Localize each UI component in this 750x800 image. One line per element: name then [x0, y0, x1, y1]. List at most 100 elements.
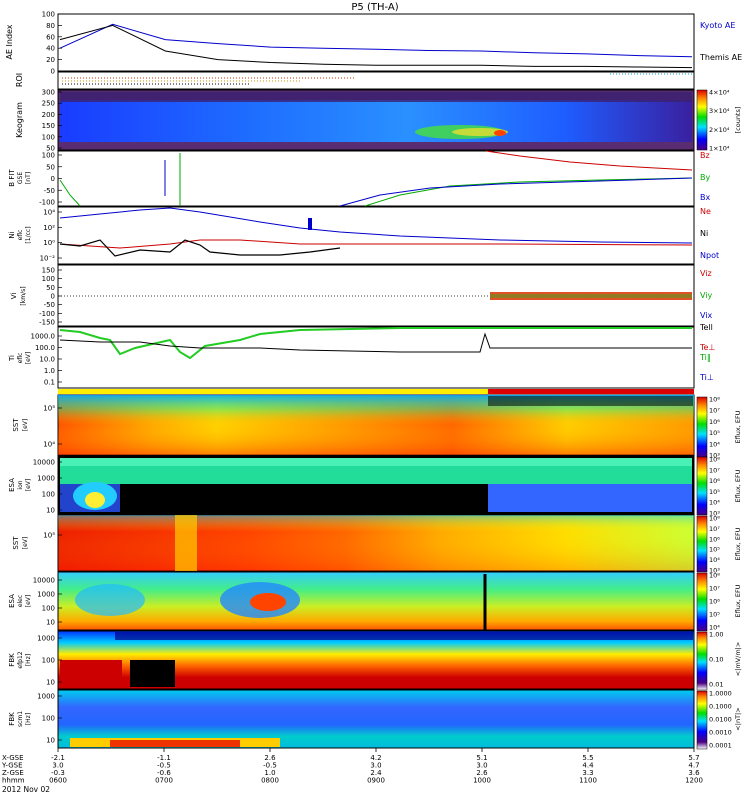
ni-ylabel-1: Ni	[8, 231, 16, 238]
legend-viy: Viy	[700, 291, 713, 300]
esa-ion-blob-core	[85, 492, 105, 508]
ae-tick-label: 100	[42, 11, 55, 19]
sst-elec-colorbar	[696, 515, 708, 573]
bfit-tick-label: 0	[51, 175, 55, 183]
ti-tick-label: 0.1	[44, 379, 55, 387]
ephemeris-value: -0.3	[51, 769, 65, 777]
esa1-colorbar-tick: 10⁵	[709, 488, 720, 496]
bz-line	[485, 150, 693, 171]
fbk-scm-ylabel: FBK	[8, 712, 16, 726]
bfit-ylabel-1: B FIT	[8, 169, 16, 187]
vi-tick-label: -150	[39, 319, 55, 327]
bfit-panel: 100 50 0 -50 -100 B FIT GSE [nT] Bz By Bx	[8, 150, 710, 207]
ephemeris-value: 1.0	[264, 769, 275, 777]
roi-panel: ROI	[15, 71, 695, 90]
ti-panel: 1000.0100.010.01.00.1 Ti eflc [eV] Tell …	[8, 323, 715, 389]
vi-ylabel-2: [km/s]	[20, 286, 27, 305]
ae-panel: 0 20 40 60 80 100 AE Index Kyoto AE Themis AE	[5, 11, 742, 76]
legend-ni: Ni	[700, 229, 708, 238]
bx-line	[339, 177, 693, 207]
bfit-frame	[57, 150, 695, 207]
legend-kyoto-ae: Kyoto AE	[700, 21, 735, 30]
keogram-tick-label: 50	[46, 145, 55, 153]
sst-ion-axis-ticks: 10⁴ 10⁵	[43, 405, 62, 449]
esa1-tick-label: 10	[46, 507, 55, 515]
ephemeris-value: 2.6	[476, 769, 488, 777]
ni-ylabel-3: [1/cc]	[25, 226, 32, 243]
keogram-tick-label: 250	[42, 100, 55, 108]
sst1-colorbar-tick: 10⁷	[709, 407, 720, 415]
keogram-hotspot-red	[494, 130, 506, 136]
time-tick-label: 1000	[473, 777, 491, 785]
sst1-colorbar-tick: 10³	[709, 452, 720, 460]
ae-ylabel: AE Index	[5, 24, 14, 59]
sst-elec-ylabel-unit: [eV]	[22, 537, 29, 549]
sst1-colorbar-tick: 10⁴	[709, 440, 720, 448]
keogram-colorbar	[696, 89, 708, 151]
sst1-tick-label: 10⁴	[43, 441, 55, 449]
ti-ylabel-3: [eV]	[25, 352, 32, 364]
sst-elec-ylabel: SST	[12, 536, 20, 550]
sst2-colorbar-tick: 10⁵	[709, 546, 720, 554]
esa2-colorbar-tick: 10⁵	[709, 611, 720, 619]
roi-ylabel: ROI	[15, 73, 24, 87]
keogram-ylabel: Keogram	[15, 102, 24, 138]
ni-ylabel-2: eflc	[17, 230, 24, 241]
legend-by: By	[700, 173, 710, 182]
time-tick-label: 0600	[49, 777, 67, 785]
fbk-scm-colorbar	[696, 690, 708, 750]
keogram-hotspot-yellow	[452, 128, 508, 136]
sst-ion-ylabel-unit: [eV]	[22, 419, 29, 431]
fbk1-tick-label: 100	[42, 657, 55, 665]
fbk-efp-ylabel-2: efp12	[17, 651, 24, 668]
vi-tick-label: 50	[46, 284, 55, 292]
ephemeris-value: -1.1	[157, 754, 171, 762]
plot-date: 2012 Nov 02	[2, 785, 50, 794]
time-tick-label: 1200	[685, 777, 703, 785]
time-tick-label: 1100	[579, 777, 597, 785]
ephemeris-value: 5.5	[582, 754, 593, 762]
esa2-colorbar-tick: 10⁷	[709, 585, 720, 593]
ni-tick-label: 10²	[43, 224, 55, 232]
sst2-colorbar-tick: 10⁴	[709, 556, 720, 564]
keogram-panel: 50 100 150 200 250 300 Keogram	[15, 89, 708, 153]
bfit-ylabel-3: [nT]	[25, 172, 32, 184]
by-line-2	[364, 177, 693, 207]
keogram-colorbar-tick: 4×10⁴	[709, 89, 730, 97]
vi-tick-label: 150	[42, 267, 55, 275]
ephemeris-value: 2.6	[264, 754, 276, 762]
ephemeris-value: 5.1	[476, 754, 487, 762]
fbk-efp-axis-ticks: 1000 100 10	[37, 635, 62, 687]
time-row-label: X-GSE	[2, 754, 24, 762]
keogram-tick-label: 150	[42, 122, 55, 130]
ae-panel-frame	[57, 13, 695, 72]
fbk2-colorbar-tick: 1.0000	[709, 690, 732, 698]
esa2-colorbar-label: Eflux, EFU	[734, 584, 742, 617]
mode-bar-red	[488, 389, 694, 394]
esa2-tick-label: 10	[46, 619, 55, 627]
legend-vix: Vix	[700, 311, 713, 320]
ae-tick-label: 80	[46, 22, 55, 30]
ti-tick-label: 10.0	[39, 356, 55, 364]
fbk-efp-colorbar	[696, 631, 708, 691]
legend-viz: Viz	[700, 269, 712, 278]
esa-elec-ylabel: ESA	[8, 594, 16, 608]
keogram-axis-ticks: 50 100 150 200 250 300	[42, 89, 62, 153]
npot-spike	[308, 218, 312, 230]
ti-ylabel-1: Ti	[8, 355, 16, 362]
esa-elec-frame	[57, 571, 695, 631]
legend-themis-ae: Themis AE	[699, 53, 742, 62]
keogram-colorbar-tick: 1×10⁴	[709, 145, 730, 153]
esa-ion-upper-2	[60, 458, 692, 466]
fbk-efp-black	[130, 660, 175, 687]
esa-elec-colorbar	[696, 572, 708, 632]
legend-ne: Ne	[700, 207, 711, 216]
ne-line	[59, 239, 693, 249]
fbk-scm-axis-ticks: 1000 100 10	[37, 693, 62, 745]
sst-elec-overlay	[58, 515, 694, 571]
ephemeris-value: -0.5	[157, 762, 171, 770]
legend-tipar: Ti‖	[699, 353, 711, 362]
fbk1-colorbar-tick: 0.10	[709, 656, 723, 664]
ae-tick-label: 0	[51, 68, 55, 76]
